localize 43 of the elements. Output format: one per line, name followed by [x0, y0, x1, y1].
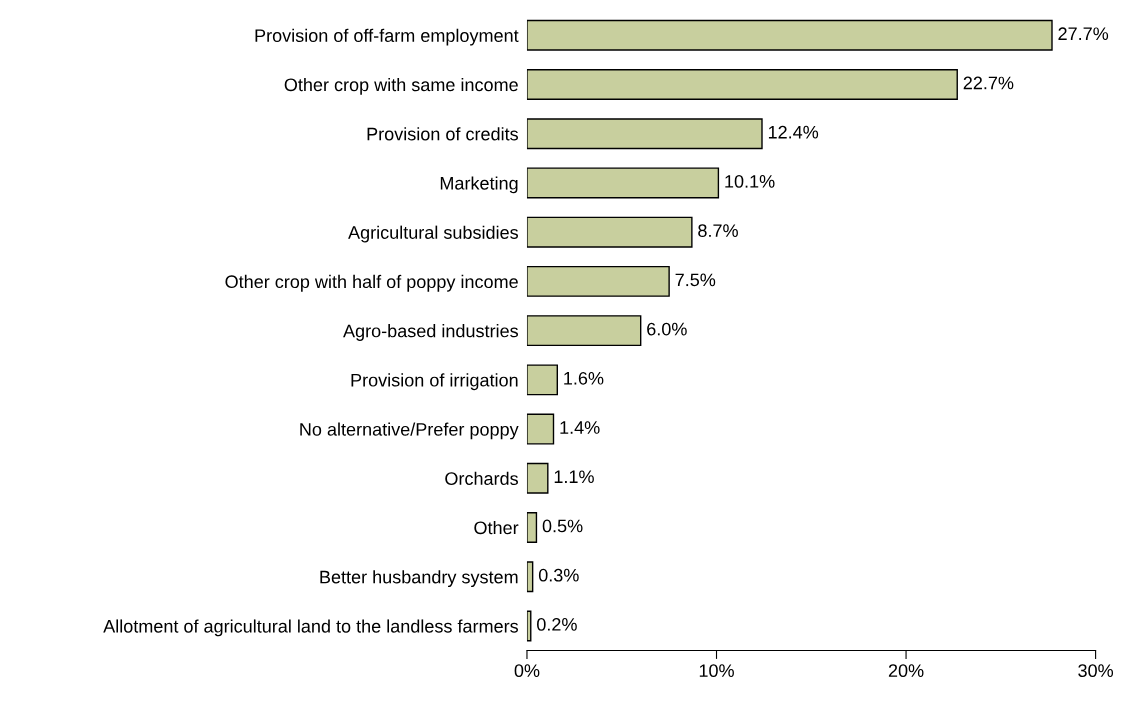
y-tick-label: Other crop with same income: [284, 77, 518, 95]
x-tick-label: 0%: [514, 664, 540, 678]
data-label: 1.1%: [554, 470, 594, 484]
bar: [526, 265, 670, 297]
data-label: 1.4%: [560, 421, 600, 434]
data-label: 0.5%: [542, 519, 583, 533]
bar: [526, 561, 534, 593]
y-tick-label: Agricultural subsidies: [348, 225, 518, 243]
bar: [526, 462, 549, 494]
y-tick-label: Provision of irrigation: [351, 373, 518, 391]
bar: [526, 610, 532, 642]
data-label: 0.3%: [538, 568, 579, 582]
data-label: 8.7%: [698, 224, 738, 238]
y-tick-label: No alternative/Prefer poppy: [300, 422, 519, 440]
y-tick-label: Better husbandry system: [320, 570, 518, 588]
y-tick-label: Provision of credits: [367, 127, 518, 141]
bar: [526, 118, 763, 150]
bar: [526, 364, 558, 396]
bar: [526, 315, 642, 347]
y-tick-label: Allotment of agricultural land to the landless farmers: [103, 619, 519, 637]
bar: [526, 19, 1053, 51]
bar: [526, 512, 538, 543]
data-label: 1.6%: [564, 371, 604, 385]
y-tick-label: Provision of off-farm employment: [255, 28, 519, 46]
y-tick-label: Other: [474, 520, 519, 535]
x-tick-label: 30%: [1078, 664, 1114, 678]
bar: [526, 69, 958, 100]
data-label: 22.7%: [963, 76, 1014, 90]
data-label: 12.4%: [768, 125, 819, 139]
x-tick-label: 20%: [888, 664, 924, 678]
y-tick-label: Orchards: [445, 471, 518, 485]
y-tick-label: Other crop with half of poppy income: [225, 274, 518, 292]
data-label: 7.5%: [675, 273, 716, 287]
bar: [526, 216, 693, 248]
x-tick-label: 10%: [699, 664, 734, 678]
y-tick-label: Agro-based industries: [343, 324, 518, 341]
data-label: 27.7%: [1058, 27, 1109, 41]
bar: [526, 167, 720, 199]
y-tick-label: Marketing: [440, 176, 518, 194]
data-label: 10.1%: [725, 175, 775, 188]
data-label: 0.2%: [537, 618, 577, 631]
data-label: 6.0%: [647, 322, 687, 336]
bar: [526, 413, 555, 445]
